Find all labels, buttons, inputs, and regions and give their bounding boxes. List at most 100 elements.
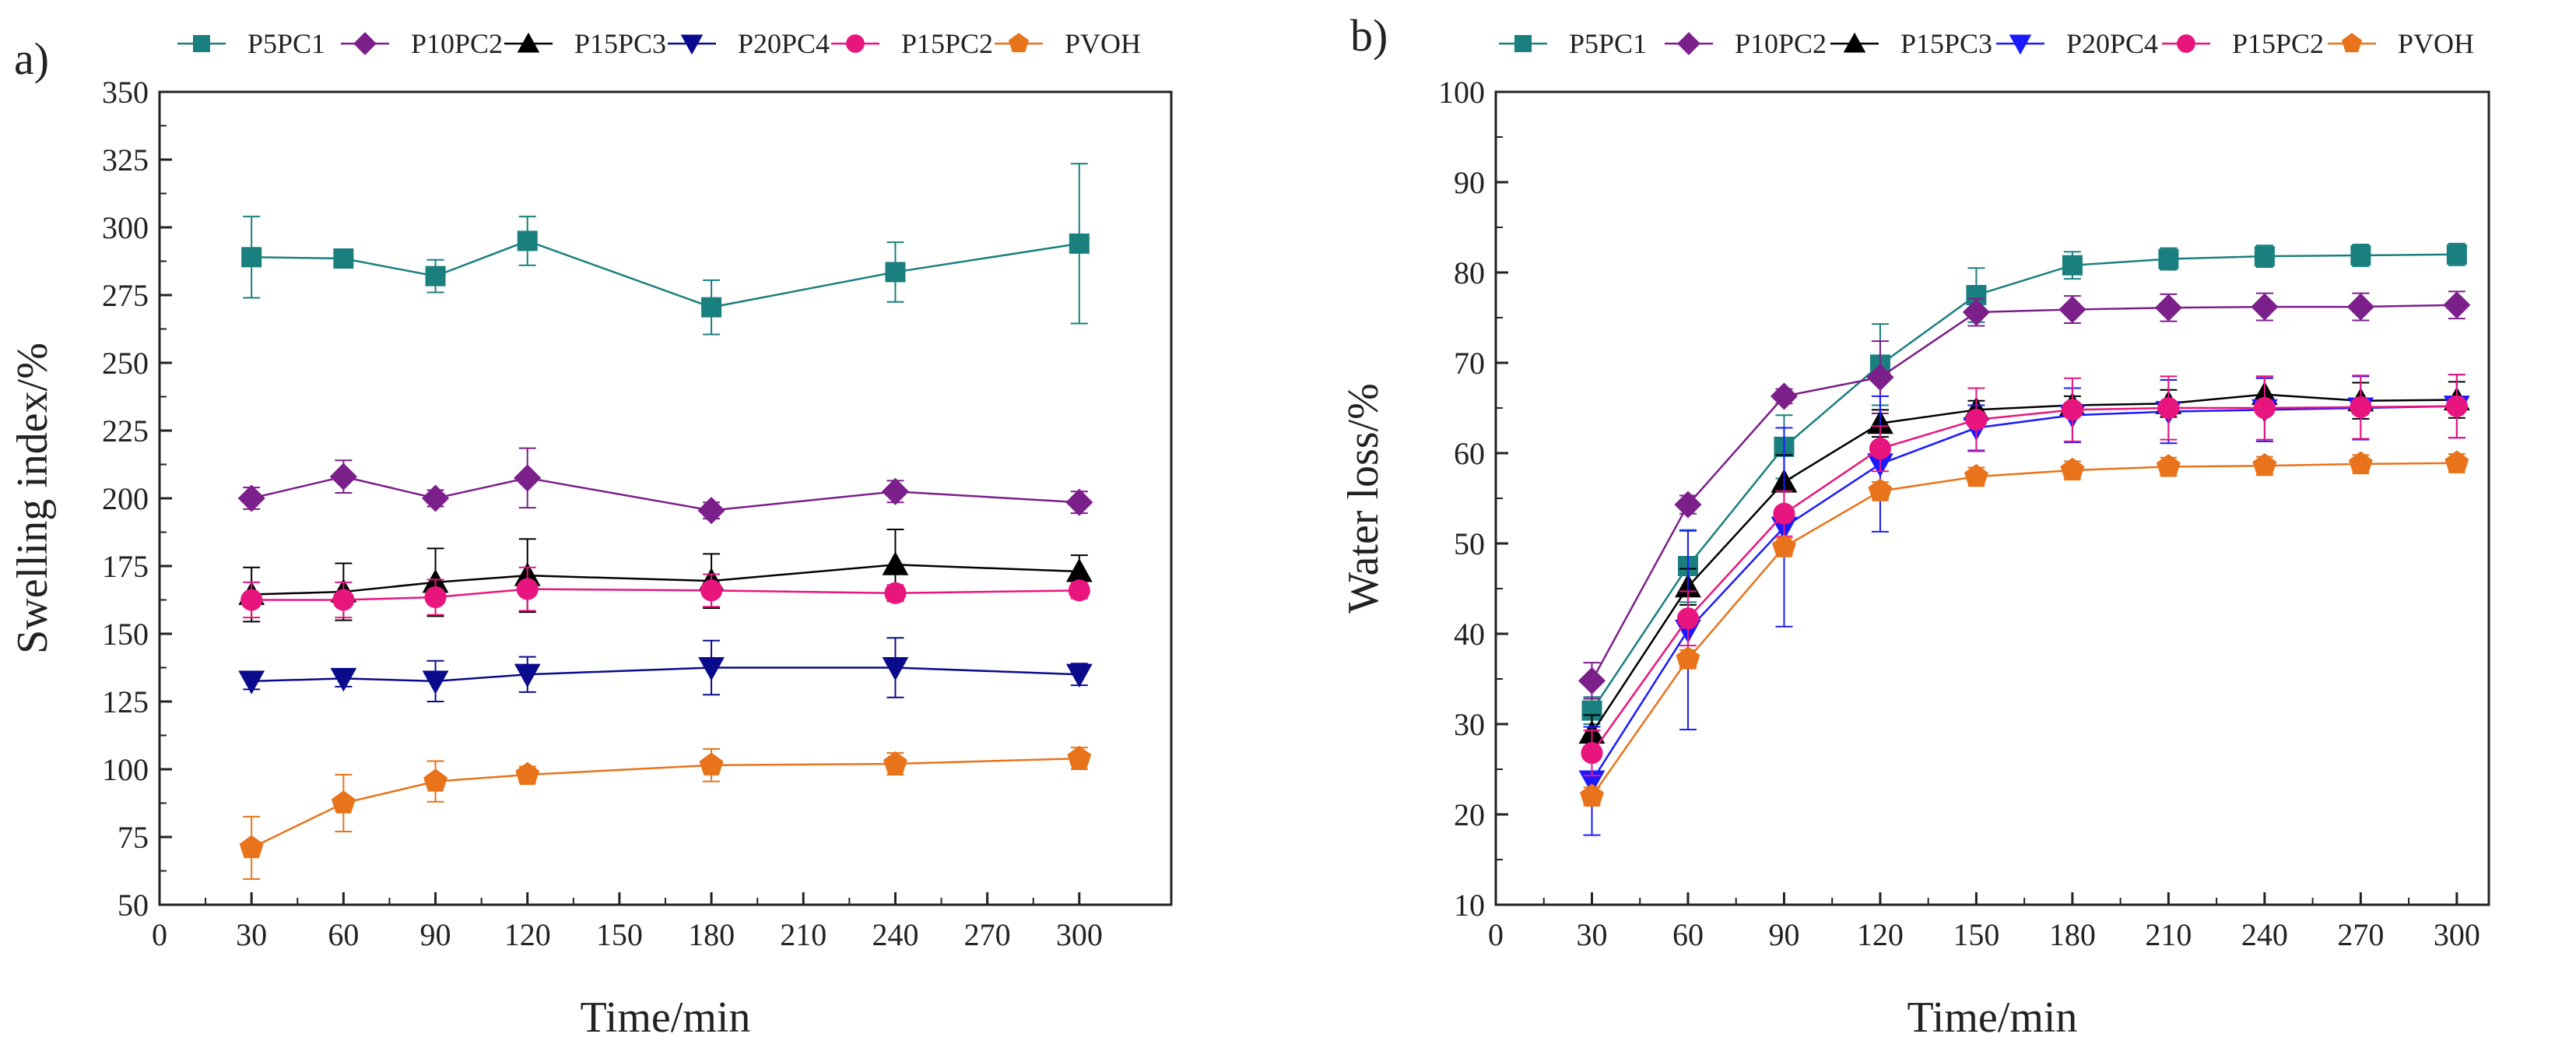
panel-label-b: b)	[1350, 10, 1388, 61]
data-point	[333, 248, 354, 269]
data-point	[2252, 452, 2277, 477]
data-point	[237, 484, 265, 512]
data-point	[2157, 396, 2180, 420]
data-point	[882, 551, 909, 575]
series-p10pc2	[1578, 290, 2471, 700]
data-point	[516, 578, 539, 600]
x-tick-label: 270	[964, 917, 1011, 952]
data-point	[698, 656, 725, 681]
data-point	[2156, 454, 2181, 477]
legend-marker	[1677, 32, 1700, 55]
data-point	[1065, 558, 1093, 582]
data-point	[2444, 450, 2469, 473]
legend-label: PVOH	[2398, 28, 2474, 59]
y-tick-label: 70	[1454, 346, 1485, 381]
data-point	[699, 752, 724, 775]
series-line	[1591, 253, 2457, 712]
data-point	[1578, 770, 1606, 794]
data-point	[1676, 646, 1700, 670]
data-point	[2058, 296, 2086, 324]
data-point	[1065, 663, 1093, 688]
legend-marker	[1008, 33, 1030, 53]
data-point	[240, 589, 263, 611]
series-pvoh	[1580, 450, 2469, 807]
series-line	[1591, 405, 2457, 782]
data-point	[1578, 666, 1606, 695]
x-tick-label: 300	[1056, 917, 1103, 952]
legend-label: P5PC1	[1569, 28, 1647, 59]
series-p20pc4	[238, 637, 1093, 702]
legend-label: P15PC3	[1900, 28, 1992, 59]
data-point	[1866, 364, 1894, 392]
y-tick-label: 325	[102, 142, 149, 178]
legend-label: P10PC2	[1735, 28, 1827, 59]
legend-label: P5PC1	[247, 28, 325, 59]
data-point	[2346, 293, 2374, 321]
x-tick-label: 0	[1488, 917, 1504, 952]
data-point	[1069, 233, 1090, 254]
legend-marker	[1514, 35, 1532, 52]
y-tick-label: 30	[1454, 707, 1485, 742]
legend-marker	[353, 32, 377, 55]
legend-marker	[517, 32, 540, 53]
data-point	[884, 582, 907, 604]
legend-marker	[2009, 34, 2032, 55]
data-point	[697, 497, 725, 525]
data-point	[1770, 382, 1799, 410]
legend-label: PVOH	[1065, 28, 1141, 59]
x-tick-label: 270	[2337, 917, 2384, 952]
x-tick-label: 0	[152, 917, 167, 952]
data-point	[2251, 293, 2279, 321]
data-point	[241, 247, 262, 268]
y-tick-label: 90	[1454, 165, 1485, 200]
legend: P5PC1 P10PC2 P15PC3 P20PC4 P15PC2 PVOH	[177, 28, 1141, 59]
x-axis-title: Time/min	[581, 993, 751, 1042]
chart-panel-b: 0 30 60 90 120 150 180 210 240 270 300 10 20 30 40 50 60…	[1339, 28, 2490, 1042]
series-p10pc2	[237, 447, 1093, 525]
data-point	[2061, 399, 2083, 421]
legend-marker	[1843, 32, 1866, 53]
data-point	[1676, 607, 1700, 630]
x-tick-label: 90	[1768, 917, 1799, 952]
x-tick-label: 120	[504, 917, 551, 952]
data-point	[1869, 438, 1891, 460]
y-tick-label: 300	[102, 210, 149, 245]
legend-label: P20PC4	[738, 28, 830, 59]
data-point	[1771, 534, 1796, 557]
data-point	[425, 266, 446, 287]
x-tick-label: 150	[596, 917, 643, 952]
y-tick-label: 250	[102, 346, 149, 381]
x-tick-label: 180	[688, 917, 735, 952]
panel-label-a: a)	[14, 33, 49, 84]
data-point	[421, 484, 450, 512]
data-point	[2350, 396, 2372, 418]
data-point	[2060, 457, 2085, 481]
chart-panel-a: 0 30 60 90 120 150 180 210 240 270 300 50 75 100 125 15…	[9, 28, 1173, 1042]
legend-label: P15PC3	[574, 28, 666, 59]
series-line	[1591, 405, 2457, 754]
x-tick-label: 60	[1672, 917, 1704, 952]
data-point	[422, 670, 449, 695]
data-point	[424, 586, 447, 609]
data-point	[1581, 742, 1603, 765]
data-point	[1964, 463, 1988, 487]
y-axis-title: Swelling index/%	[9, 343, 57, 654]
legend-marker	[846, 34, 865, 53]
data-point	[2446, 244, 2467, 265]
data-point	[238, 670, 265, 695]
legend-label: P15PC2	[901, 28, 993, 59]
data-point	[2443, 291, 2471, 319]
series-p15pc2	[240, 566, 1090, 619]
data-point	[330, 667, 357, 692]
data-point	[331, 790, 356, 814]
data-point	[883, 751, 907, 775]
data-point	[1962, 298, 1990, 326]
x-tick-label: 240	[2241, 917, 2288, 952]
data-point	[329, 462, 357, 491]
data-point	[514, 663, 541, 688]
data-point	[2062, 255, 2083, 276]
data-point	[1965, 409, 1988, 431]
data-point	[2350, 244, 2371, 266]
